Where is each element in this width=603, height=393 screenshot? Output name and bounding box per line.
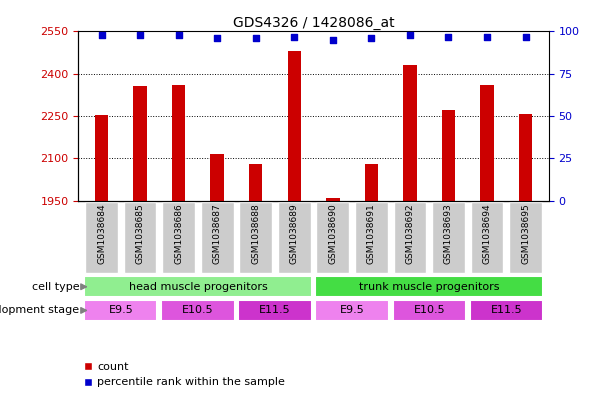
FancyBboxPatch shape — [201, 202, 233, 274]
Point — [328, 37, 338, 43]
Text: GSM1038689: GSM1038689 — [290, 204, 298, 264]
Text: GSM1038694: GSM1038694 — [482, 204, 491, 264]
FancyBboxPatch shape — [394, 202, 426, 274]
Bar — [519, 114, 532, 200]
FancyBboxPatch shape — [471, 202, 504, 274]
Bar — [326, 198, 339, 200]
Point — [251, 35, 260, 41]
Bar — [161, 300, 235, 321]
Text: GSM1038684: GSM1038684 — [97, 204, 106, 264]
Bar — [442, 110, 455, 200]
Text: development stage: development stage — [0, 305, 79, 316]
FancyBboxPatch shape — [162, 202, 195, 274]
Text: head muscle progenitors: head muscle progenitors — [128, 282, 267, 292]
Text: GSM1038693: GSM1038693 — [444, 204, 453, 264]
Text: GSM1038695: GSM1038695 — [521, 204, 530, 264]
Text: E10.5: E10.5 — [414, 305, 445, 316]
Text: GSM1038686: GSM1038686 — [174, 204, 183, 264]
Text: trunk muscle progenitors: trunk muscle progenitors — [359, 282, 499, 292]
Bar — [393, 300, 466, 321]
Text: E9.5: E9.5 — [339, 305, 364, 316]
Text: GSM1038685: GSM1038685 — [136, 204, 145, 264]
Bar — [84, 276, 312, 298]
Bar — [470, 300, 543, 321]
Text: E9.5: E9.5 — [109, 305, 133, 316]
Text: GSM1038690: GSM1038690 — [329, 204, 337, 264]
Point — [444, 33, 453, 40]
Bar — [133, 86, 147, 200]
Text: GSM1038688: GSM1038688 — [251, 204, 260, 264]
Point — [96, 32, 106, 38]
Point — [367, 35, 376, 41]
Point — [212, 35, 222, 41]
FancyBboxPatch shape — [355, 202, 388, 274]
Point — [482, 33, 492, 40]
Bar — [95, 115, 109, 200]
Bar — [238, 300, 312, 321]
Point — [521, 33, 531, 40]
Bar — [481, 85, 494, 200]
Text: E10.5: E10.5 — [182, 305, 213, 316]
Point — [174, 32, 183, 38]
FancyBboxPatch shape — [85, 202, 118, 274]
Bar — [172, 85, 185, 200]
Point — [405, 32, 415, 38]
Bar — [403, 65, 417, 200]
Text: E11.5: E11.5 — [259, 305, 291, 316]
Legend: count, percentile rank within the sample: count, percentile rank within the sample — [84, 362, 285, 387]
Bar — [365, 164, 378, 200]
Bar — [288, 51, 301, 200]
FancyBboxPatch shape — [239, 202, 272, 274]
Bar — [315, 276, 543, 298]
Bar — [315, 300, 389, 321]
FancyBboxPatch shape — [278, 202, 311, 274]
Bar — [210, 154, 224, 200]
Point — [289, 33, 299, 40]
Text: cell type: cell type — [31, 282, 79, 292]
FancyBboxPatch shape — [509, 202, 542, 274]
Text: GSM1038692: GSM1038692 — [405, 204, 414, 264]
FancyBboxPatch shape — [432, 202, 465, 274]
FancyBboxPatch shape — [317, 202, 349, 274]
Bar — [249, 164, 262, 200]
Point — [135, 32, 145, 38]
Text: GSM1038691: GSM1038691 — [367, 204, 376, 264]
Text: E11.5: E11.5 — [490, 305, 522, 316]
FancyBboxPatch shape — [124, 202, 156, 274]
Bar — [84, 300, 157, 321]
Text: GSM1038687: GSM1038687 — [213, 204, 222, 264]
Title: GDS4326 / 1428086_at: GDS4326 / 1428086_at — [233, 17, 394, 30]
